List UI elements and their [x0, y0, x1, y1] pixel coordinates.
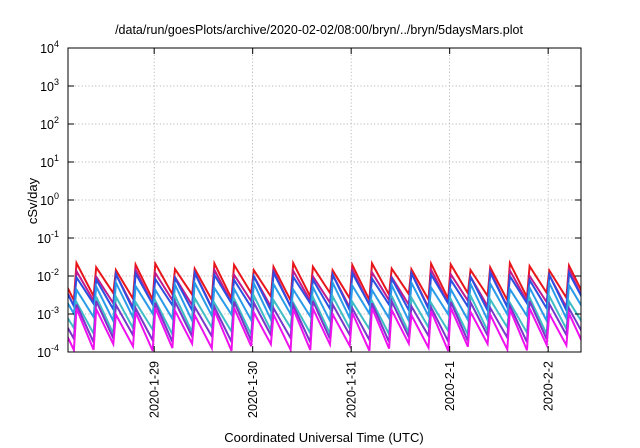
- chart-title: /data/run/goesPlots/archive/2020-02-02/0…: [115, 23, 523, 37]
- x-tick-label: 2020-1-30: [246, 361, 260, 418]
- x-axis-label: Coordinated Universal Time (UTC): [224, 430, 423, 445]
- plot-frame: [67, 47, 582, 353]
- y-tick-label: 102: [40, 115, 59, 132]
- y-tick-label: 10-4: [37, 343, 59, 360]
- x-tick-label: 2020-2-2: [542, 361, 556, 411]
- y-tick-label: 104: [40, 39, 59, 56]
- y-tick-label: 101: [40, 153, 59, 170]
- series-line: [68, 297, 581, 346]
- series-line: [68, 268, 581, 315]
- axes: 10-4 10-3 10-2 10-1 100 101 102 103 104 2020-1-29…: [37, 39, 582, 418]
- y-tick-label: 10-1: [37, 229, 59, 246]
- series-line: [68, 259, 581, 305]
- x-tick-label: 2020-1-31: [345, 361, 359, 418]
- series-line: [68, 291, 581, 339]
- x-tick-label: 2020-2-1: [443, 361, 457, 411]
- y-tick-label: 103: [40, 77, 59, 94]
- y-axis-label: cSv/day: [25, 177, 40, 224]
- y-tick-label: 100: [40, 191, 59, 208]
- y-tick-label: 10-3: [37, 305, 59, 322]
- y-tick-label: 10-2: [37, 267, 59, 284]
- series-line: [68, 278, 581, 325]
- grid: [68, 47, 581, 353]
- series-line: [68, 304, 581, 352]
- series-group: [68, 259, 581, 352]
- x-tick-label: 2020-1-29: [148, 361, 162, 418]
